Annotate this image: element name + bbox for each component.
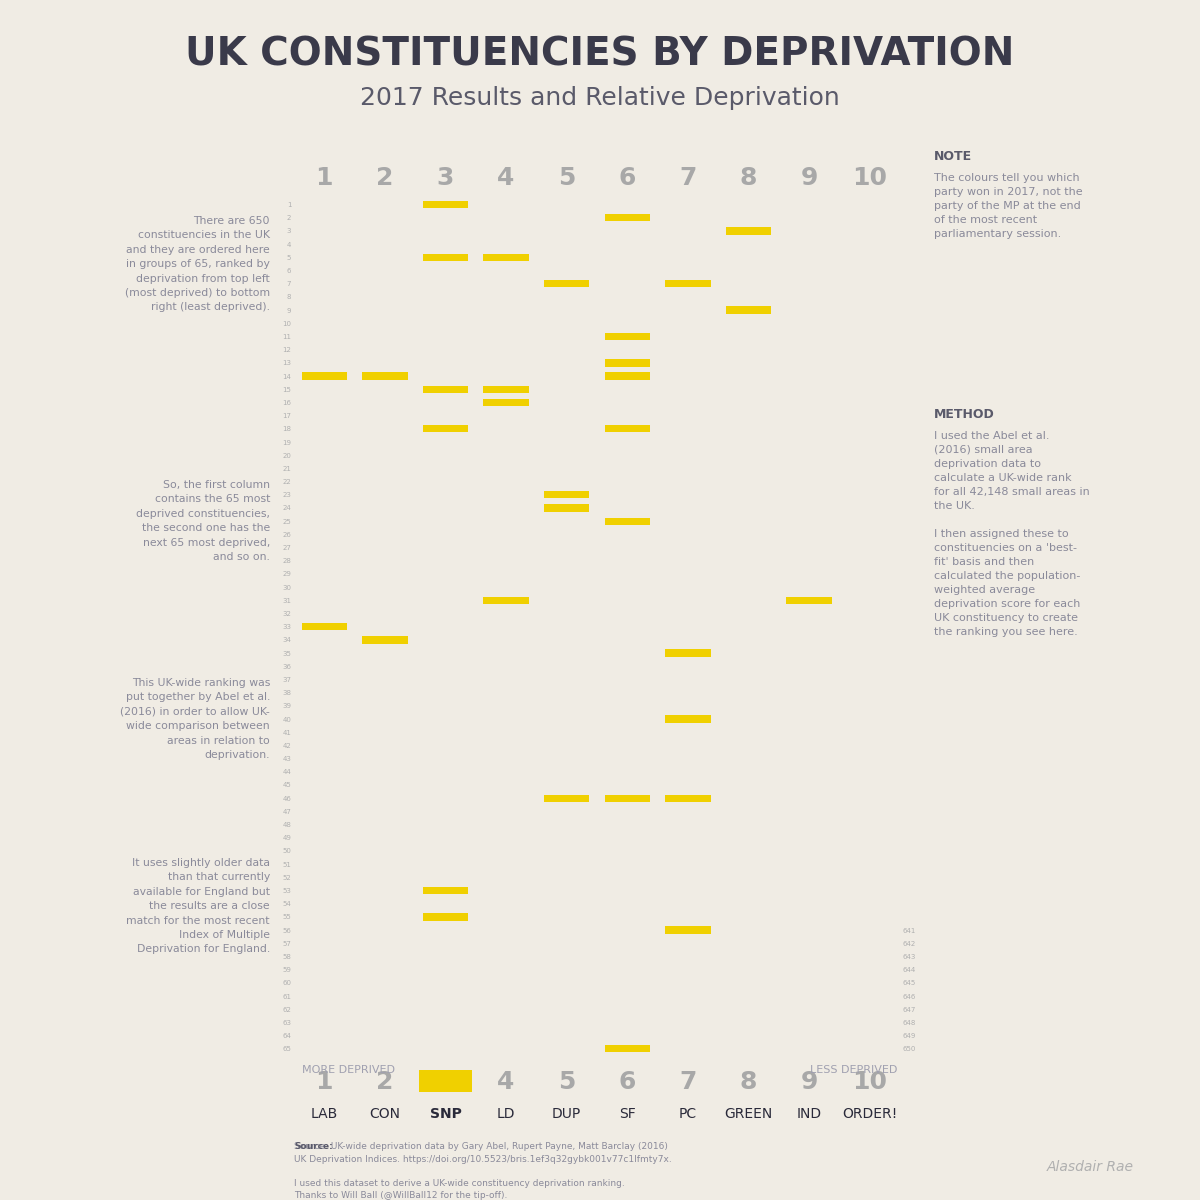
Bar [665,715,710,722]
Bar [544,794,589,802]
Text: LESS DEPRIVED: LESS DEPRIVED [810,1066,898,1075]
Bar [422,913,468,920]
Text: Alasdair Rae: Alasdair Rae [1046,1159,1134,1174]
Bar [484,398,529,406]
Text: DUP: DUP [552,1106,581,1121]
Bar [544,504,589,511]
Text: NOTE: NOTE [934,150,972,163]
Text: LAB: LAB [311,1106,338,1121]
Text: PC: PC [679,1106,697,1121]
Bar [665,794,710,802]
Bar [422,887,468,894]
Bar [422,253,468,260]
Bar [786,596,832,604]
Text: 2017 Results and Relative Deprivation: 2017 Results and Relative Deprivation [360,86,840,110]
Bar [605,517,650,524]
Text: I used the Abel et al.
(2016) small area
deprivation data to
calculate a UK-wide: I used the Abel et al. (2016) small area… [934,431,1090,637]
Text: SNP: SNP [430,1106,462,1121]
Bar [422,425,468,432]
Text: Source: UK-wide deprivation data by Gary Abel, Rupert Payne, Matt Barclay (2016): Source: UK-wide deprivation data by Gary… [294,1142,672,1200]
Bar [484,385,529,392]
Bar [605,1045,650,1052]
Text: The colours tell you which
party won in 2017, not the
party of the MP at the end: The colours tell you which party won in … [934,173,1082,239]
Bar [422,385,468,392]
Bar [301,623,347,630]
Bar [544,280,589,287]
Text: There are 650
constituencies in the UK
and they are ordered here
in groups of 65: There are 650 constituencies in the UK a… [125,216,270,312]
Bar [301,372,347,379]
Text: So, the first column
contains the 65 most
deprived constituencies,
the second on: So, the first column contains the 65 mos… [136,480,270,562]
Bar [665,649,710,656]
Text: UK CONSTITUENCIES BY DEPRIVATION: UK CONSTITUENCIES BY DEPRIVATION [185,35,1015,73]
Bar [605,425,650,432]
Bar [665,280,710,287]
Bar [422,200,468,209]
Text: LD: LD [497,1106,515,1121]
Bar [605,372,650,379]
Bar [726,227,772,235]
Text: MORE DEPRIVED: MORE DEPRIVED [302,1066,396,1075]
Text: This UK-wide ranking was
put together by Abel et al.
(2016) in order to allow UK: This UK-wide ranking was put together by… [120,678,270,760]
Bar [726,306,772,313]
Text: ORDER!: ORDER! [842,1106,898,1121]
Bar [544,491,589,498]
Bar [362,636,408,643]
Text: CON: CON [370,1106,401,1121]
Bar [605,794,650,802]
Bar [665,926,710,934]
Bar [484,596,529,604]
Text: IND: IND [797,1106,822,1121]
Text: SF: SF [619,1106,636,1121]
Bar [362,372,408,379]
Text: Source:: Source: [294,1142,332,1152]
Text: METHOD: METHOD [934,408,995,421]
Bar [484,253,529,260]
Bar [605,359,650,366]
Text: It uses slightly older data
than that currently
available for England but
the re: It uses slightly older data than that cu… [126,858,270,954]
Text: GREEN: GREEN [725,1106,773,1121]
Bar [605,332,650,340]
Bar [605,214,650,222]
